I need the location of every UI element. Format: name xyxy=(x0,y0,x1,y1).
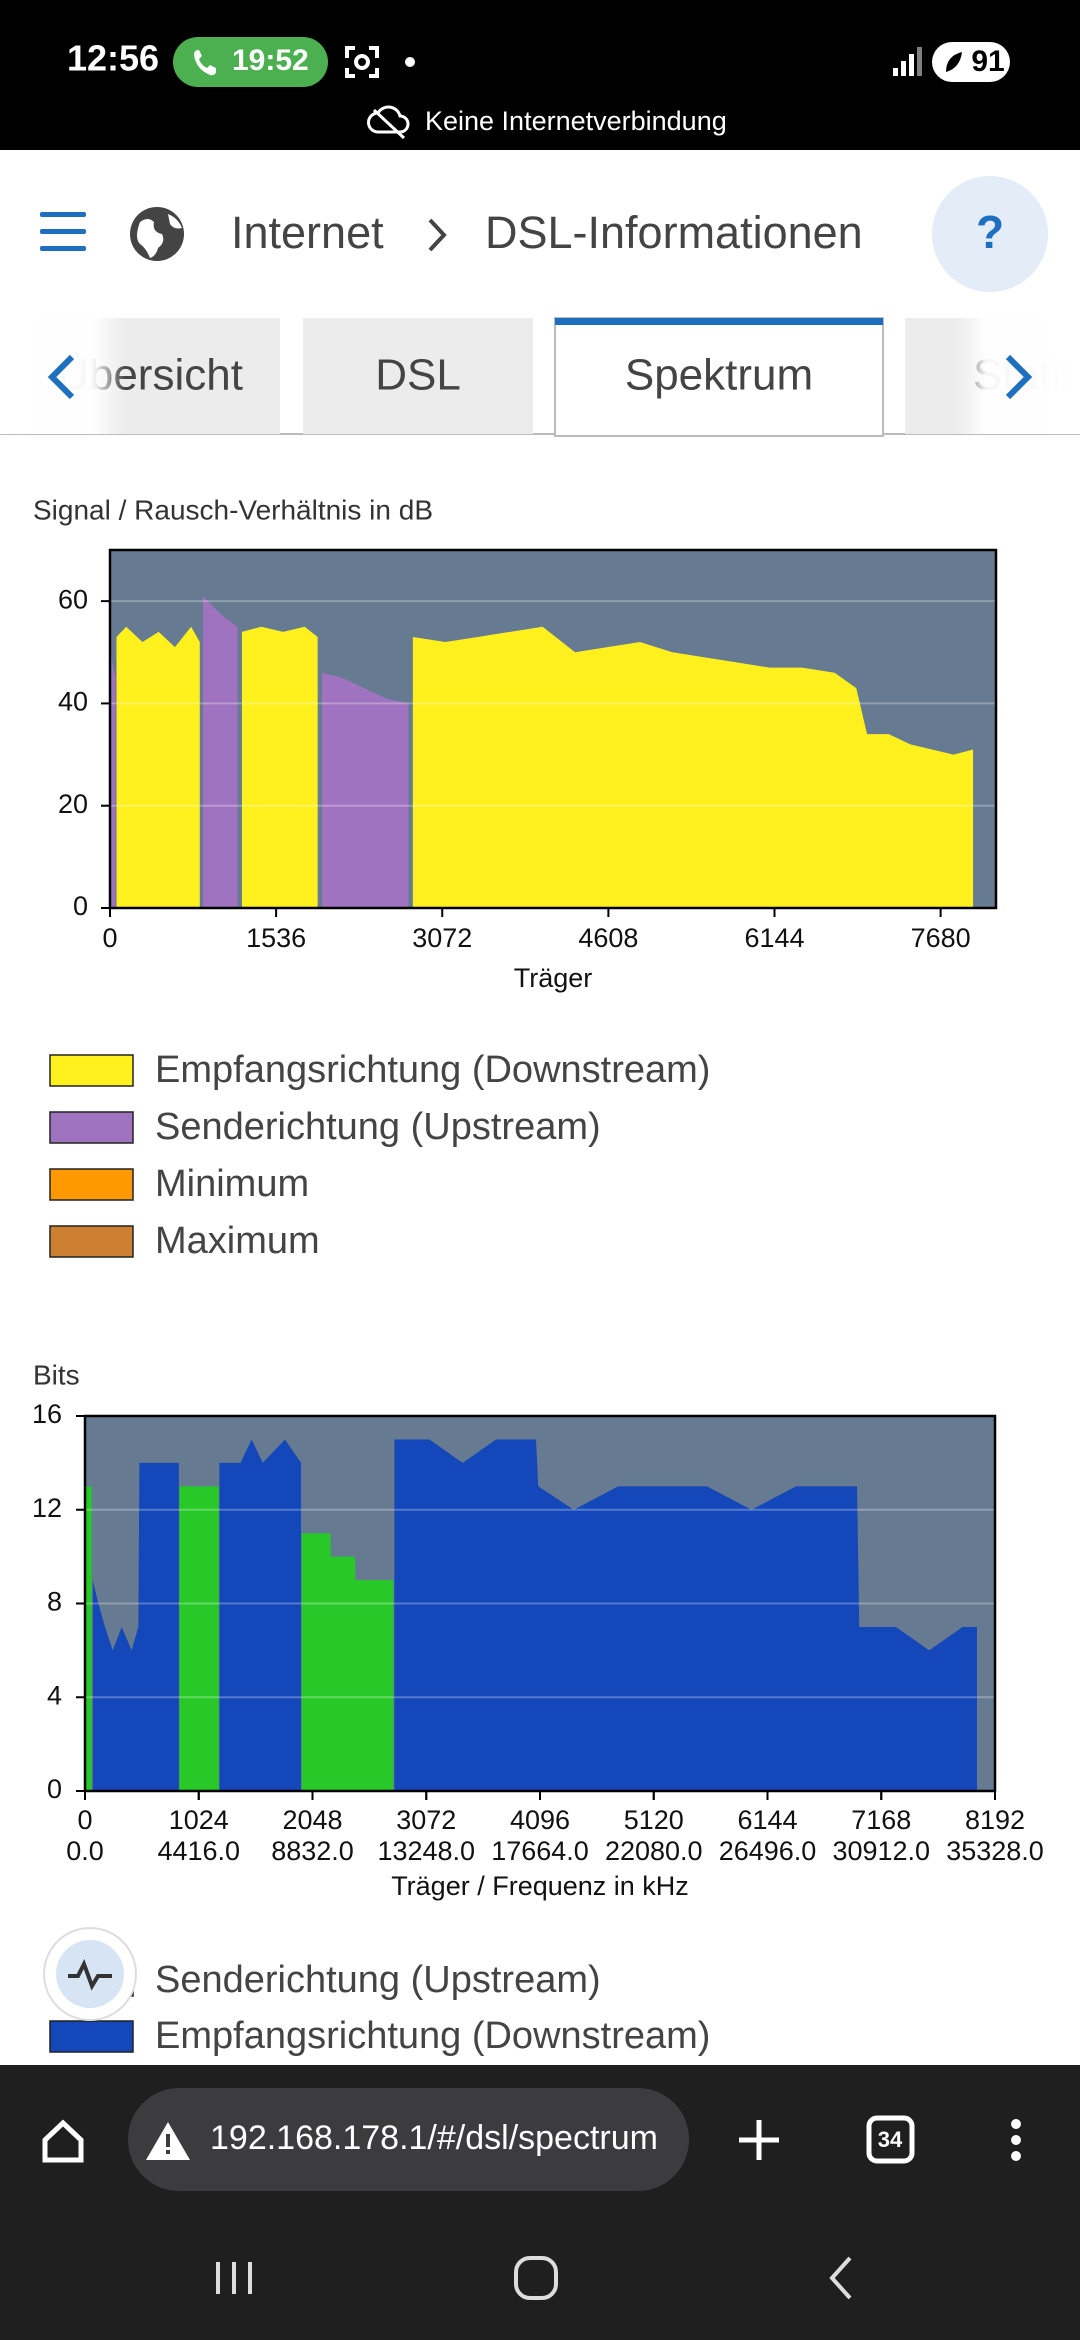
x2-tick-label: 0.0 xyxy=(66,1836,104,1866)
tab[interactable]: DSL xyxy=(303,318,533,434)
offline-icon xyxy=(367,105,410,140)
x-tick-label: 2048 xyxy=(282,1805,342,1835)
x-tick-label: 6144 xyxy=(737,1805,797,1835)
legend-swatch xyxy=(49,2020,134,2053)
tab[interactable]: Spektrum xyxy=(554,317,884,437)
notification-dot xyxy=(405,57,415,67)
area xyxy=(110,596,409,908)
y-tick-label: 16 xyxy=(32,1399,62,1429)
legend-swatch xyxy=(49,1225,134,1258)
home-button[interactable] xyxy=(42,2119,84,2163)
breadcrumb[interactable]: Internet xyxy=(231,207,384,258)
notice: Keine Internetverbindung xyxy=(425,106,727,136)
y-tick-label: 0 xyxy=(73,891,88,921)
x-tick-label: 3072 xyxy=(396,1805,456,1835)
y-tick-label: 20 xyxy=(58,789,88,819)
x-tick-label: 4608 xyxy=(578,923,638,953)
y-tick-label: 60 xyxy=(58,584,88,614)
plot-frame xyxy=(108,548,998,910)
breadcrumb-separator xyxy=(428,218,447,252)
help-button[interactable]: ? xyxy=(932,176,1048,292)
call-pill[interactable]: 19:52 xyxy=(173,37,328,87)
legend-label: Maximum xyxy=(155,1220,320,1262)
legend-label: Minimum xyxy=(155,1163,309,1205)
help-label: ? xyxy=(976,206,1004,258)
nav-recents[interactable] xyxy=(216,2262,252,2294)
url-bar[interactable] xyxy=(128,2088,689,2191)
tab-count: 34 xyxy=(878,2127,903,2152)
clock: 12:56 xyxy=(67,38,159,79)
chart-title: Signal / Rausch-Verhältnis in dB xyxy=(33,494,433,525)
x2-tick-label: 13248.0 xyxy=(377,1836,475,1866)
menu-dots[interactable] xyxy=(1011,2119,1021,2161)
chart-title: Bits xyxy=(33,1359,80,1390)
x-tick-label: 8192 xyxy=(965,1805,1025,1835)
tab-scroll-fade xyxy=(0,318,125,434)
x-tick-label: 1024 xyxy=(169,1805,229,1835)
x-axis-label: Träger / Frequenz in kHz xyxy=(391,1871,689,1901)
y-tick-label: 40 xyxy=(58,687,88,717)
legend-swatch xyxy=(49,1054,134,1087)
new-tab-button[interactable] xyxy=(739,2120,779,2160)
x2-tick-label: 26496.0 xyxy=(719,1836,817,1866)
legend-label: Senderichtung (Upstream) xyxy=(155,1106,601,1148)
globe-icon xyxy=(130,207,184,261)
legend-swatch xyxy=(49,1168,134,1201)
x2-tick-label: 35328.0 xyxy=(946,1836,1044,1866)
menu-button[interactable] xyxy=(40,212,86,251)
x-tick-label: 7680 xyxy=(911,923,971,953)
insecure-icon xyxy=(146,2122,190,2160)
x-tick-label: 3072 xyxy=(412,923,472,953)
y-tick-label: 12 xyxy=(32,1493,62,1523)
screenshot-icon xyxy=(345,46,379,78)
tab-label: DSL xyxy=(375,351,461,400)
nav-back[interactable] xyxy=(829,2256,852,2300)
tab-indicator xyxy=(555,318,883,325)
x-tick-label: 0 xyxy=(77,1805,92,1835)
tab-bar: ÜbersichtDSLSpektrumStatistik xyxy=(0,317,1080,437)
x2-tick-label: 8832.0 xyxy=(271,1836,354,1866)
legend-swatch xyxy=(49,1111,134,1144)
y-tick-label: 8 xyxy=(47,1587,62,1617)
plot-frame xyxy=(83,1414,997,1793)
x-tick-label: 5120 xyxy=(624,1805,684,1835)
nav-home[interactable] xyxy=(514,2256,558,2300)
battery: 91 xyxy=(932,42,1010,82)
tab-switcher[interactable]: 34 xyxy=(866,2115,915,2164)
url: 192.168.178.1/#/dsl/spectrum xyxy=(210,2119,658,2157)
tab-scroll-right[interactable] xyxy=(1005,354,1033,400)
x2-tick-label: 30912.0 xyxy=(832,1836,930,1866)
area xyxy=(85,1486,394,1791)
x-tick-label: 0 xyxy=(102,923,117,953)
x2-tick-label: 4416.0 xyxy=(157,1836,240,1866)
legend-label: Senderichtung (Upstream) xyxy=(155,1959,601,2001)
tab-scroll-fade xyxy=(955,318,1080,434)
legend-label: Empfangsrichtung (Downstream) xyxy=(155,2015,710,2057)
x-tick-label: 7168 xyxy=(851,1805,911,1835)
y-tick-label: 4 xyxy=(47,1680,62,1710)
area xyxy=(116,626,974,908)
floating-button[interactable] xyxy=(43,1927,137,2021)
x-tick-label: 1536 xyxy=(246,923,306,953)
signal-icon xyxy=(893,47,922,76)
x2-tick-label: 17664.0 xyxy=(491,1836,589,1866)
tab-scroll-left[interactable] xyxy=(47,354,75,400)
battery-level: 91 xyxy=(971,45,1004,78)
tab-label: Spektrum xyxy=(625,351,813,400)
x-axis-label: Träger xyxy=(514,963,593,993)
y-tick-label: 0 xyxy=(47,1774,62,1804)
tab-background xyxy=(303,318,533,434)
call-timer: 19:52 xyxy=(232,44,309,77)
x-tick-label: 4096 xyxy=(510,1805,570,1835)
x-tick-label: 6144 xyxy=(744,923,804,953)
tab-background xyxy=(554,317,884,437)
legend-label: Empfangsrichtung (Downstream) xyxy=(155,1049,710,1091)
breadcrumb: DSL-Informationen xyxy=(485,207,863,258)
area xyxy=(92,1439,978,1791)
x2-tick-label: 22080.0 xyxy=(605,1836,703,1866)
